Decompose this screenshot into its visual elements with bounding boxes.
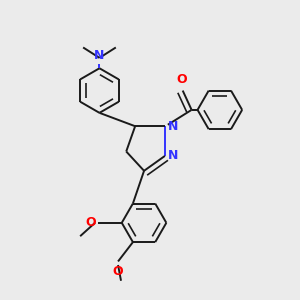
Text: N: N (168, 120, 178, 133)
Text: O: O (176, 73, 187, 86)
Text: N: N (168, 149, 178, 162)
Text: O: O (112, 265, 123, 278)
Text: O: O (86, 216, 97, 229)
Text: N: N (94, 49, 105, 62)
